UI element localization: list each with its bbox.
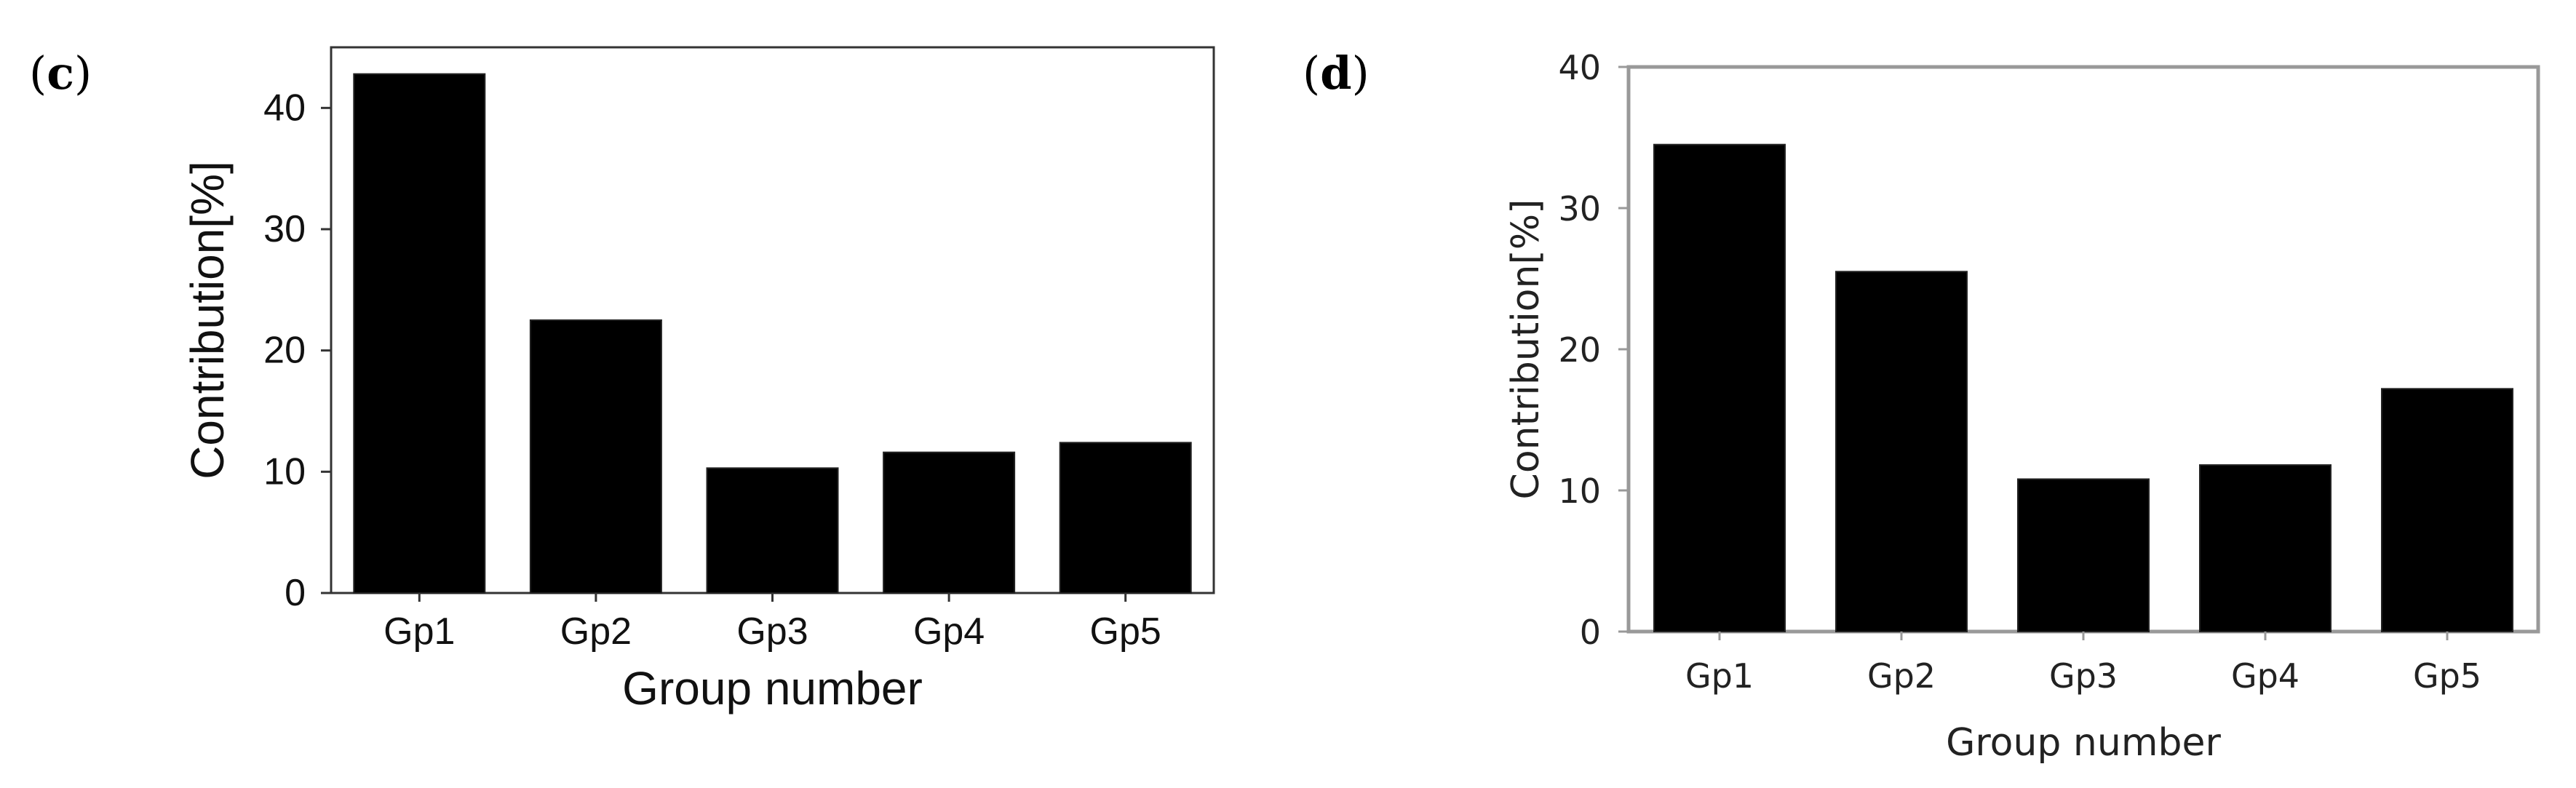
chart-panel-c: (c) 0 10 20 30 40 Gp1 Gp2 Gp3 Gp4 Gp5 Contributio… xyxy=(29,46,1215,715)
x-tick-label-d: Gp3 xyxy=(2049,656,2118,696)
bar-d-gp1 xyxy=(1653,143,1786,632)
bar-c-gp5 xyxy=(1059,442,1192,594)
x-tick-label-d: Gp4 xyxy=(2231,656,2299,696)
panel-label-c: (c) xyxy=(29,47,92,100)
chart-panel-d: (d) 0 10 20 30 40 Gp1 Gp2 Gp3 Gp4 Gp5 Contributio… xyxy=(1303,47,2540,765)
x-tick-label-d: Gp2 xyxy=(1867,656,1936,696)
x-tick-label-c: Gp2 xyxy=(560,610,632,653)
bar-d-gp4 xyxy=(2199,464,2331,633)
x-tick-label-c: Gp5 xyxy=(1090,610,1161,653)
bar-c-gp3 xyxy=(706,467,839,594)
plot-area-c: 0 10 20 30 40 Gp1 Gp2 Gp3 Gp4 Gp5 xyxy=(263,46,1215,653)
y-tick-label-c: 30 xyxy=(263,208,306,250)
y-tick-label-d: 30 xyxy=(1558,189,1601,228)
x-tick-label-c: Gp3 xyxy=(736,610,808,653)
y-tick-label-c: 10 xyxy=(263,450,306,493)
y-axis-title-d: Contribution[%] xyxy=(1504,199,1548,500)
y-tick-label-c: 40 xyxy=(263,87,306,129)
x-tick-label-c: Gp4 xyxy=(913,610,985,653)
x-axis-title-c: Group number xyxy=(622,662,923,715)
bar-d-gp2 xyxy=(1835,271,1968,632)
bar-c-gp2 xyxy=(529,319,662,594)
y-tick-label-d: 40 xyxy=(1558,48,1601,87)
y-tick-label-d: 10 xyxy=(1558,471,1601,511)
bar-d-gp5 xyxy=(2381,388,2513,632)
y-axis-title-c: Contribution[%] xyxy=(181,161,234,479)
bar-c-gp1 xyxy=(353,73,486,594)
x-tick-label-c: Gp1 xyxy=(383,610,455,653)
x-axis-title-d: Group number xyxy=(1946,721,2221,765)
plot-area-d: 0 10 20 30 40 Gp1 Gp2 Gp3 Gp4 Gp5 xyxy=(1558,48,2540,696)
panel-label-d: (d) xyxy=(1303,47,1370,100)
x-tick-label-d: Gp1 xyxy=(1685,656,1754,696)
bar-d-gp3 xyxy=(2017,478,2150,632)
y-tick-label-d: 0 xyxy=(1580,613,1601,652)
y-tick-label-c: 0 xyxy=(285,572,306,614)
y-tick-label-d: 20 xyxy=(1558,330,1601,370)
y-tick-label-c: 20 xyxy=(263,330,306,372)
x-tick-label-d: Gp5 xyxy=(2413,656,2481,696)
bar-c-gp4 xyxy=(883,451,1016,594)
